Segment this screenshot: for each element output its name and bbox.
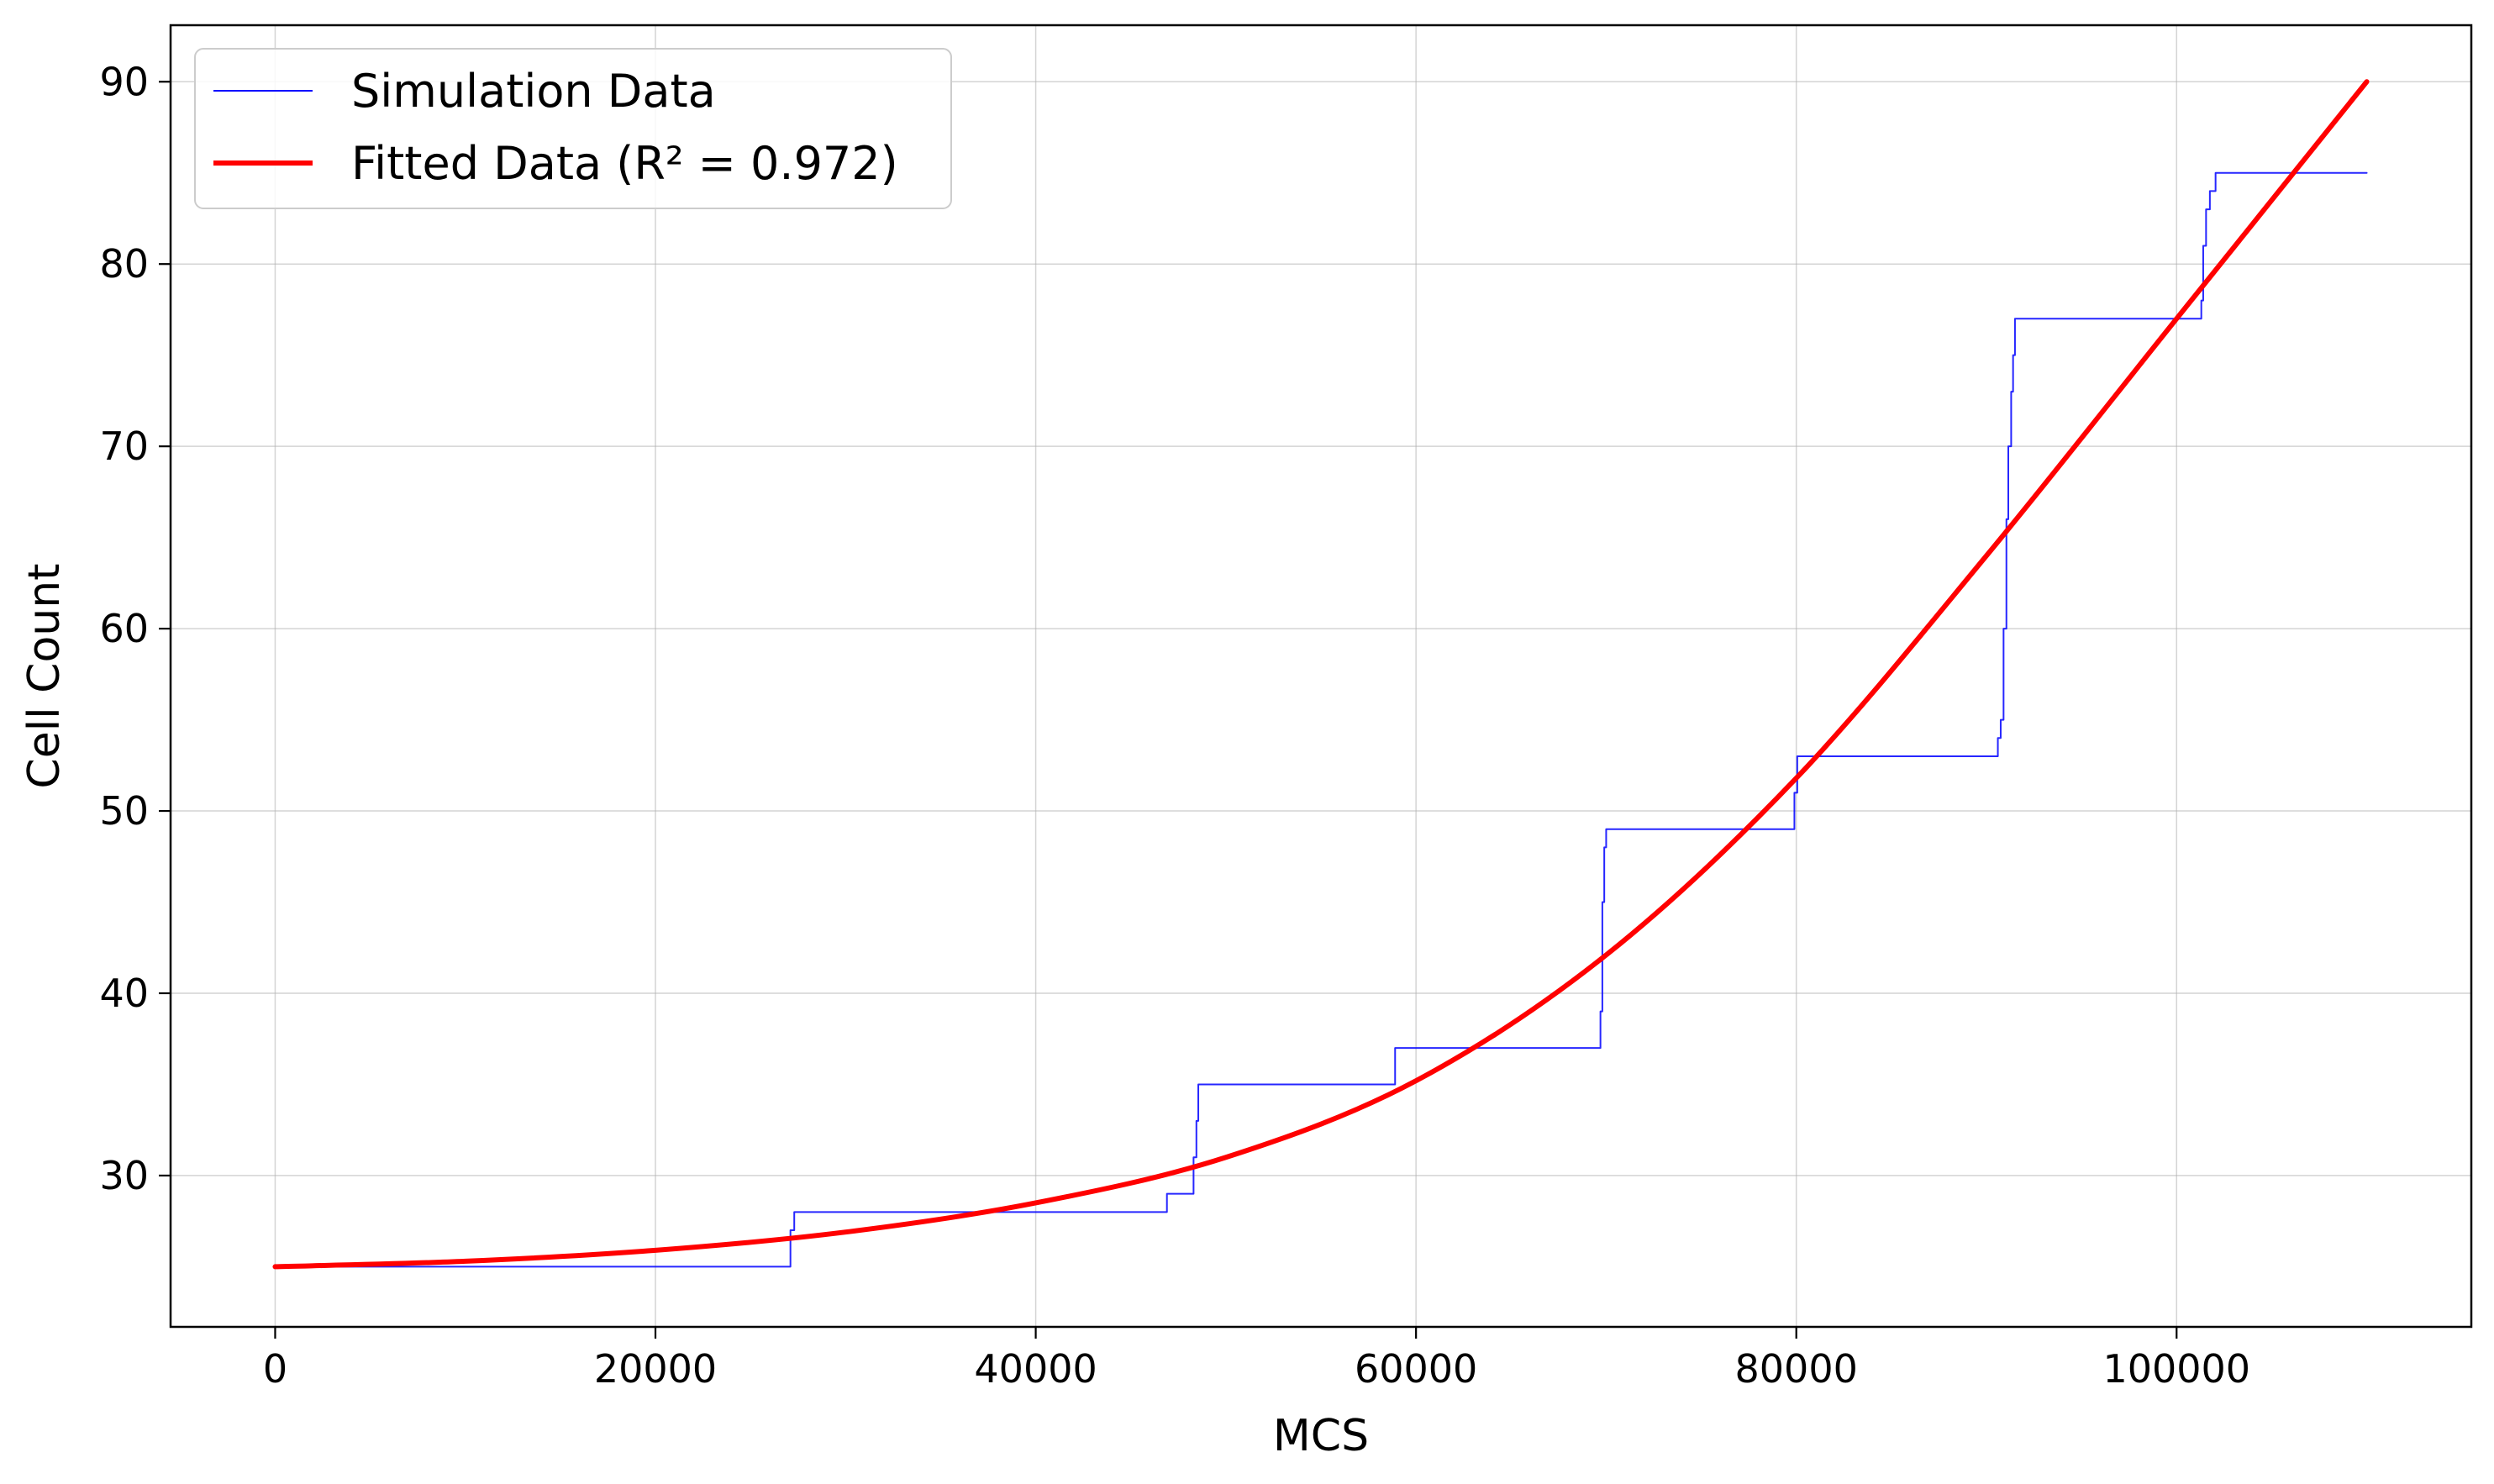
y-axis: 30 40 50 60 70 80 90 (99, 59, 171, 1198)
legend-entry-label: Simulation Data (351, 65, 716, 118)
y-tick-label: 50 (99, 788, 149, 834)
y-tick-label: 40 (99, 971, 149, 1016)
y-tick-label: 90 (99, 59, 149, 104)
simulation-data-line (274, 171, 2368, 1268)
fitted-data-line (272, 79, 2370, 1270)
x-tick-label: 0 (263, 1346, 287, 1392)
y-axis-label: Cell Count (19, 563, 70, 788)
x-axis-label: MCS (1273, 1411, 1369, 1461)
x-tick-label: 40000 (974, 1346, 1097, 1392)
x-tick-label: 100000 (2102, 1346, 2250, 1392)
legend-entry-label: Fitted Data (R² = 0.972) (351, 137, 898, 190)
x-tick-label: 80000 (1735, 1346, 1858, 1392)
y-tick-label: 80 (99, 241, 149, 287)
y-tick-label: 30 (99, 1153, 149, 1198)
x-axis: 0 20000 40000 60000 80000 100000 (263, 1327, 2250, 1392)
y-tick-label: 60 (99, 606, 149, 651)
grid (171, 25, 2471, 1327)
plot-series (272, 79, 2370, 1270)
x-tick-label: 20000 (594, 1346, 717, 1392)
legend-box (194, 48, 952, 209)
legend: Simulation Data Fitted Data (R² = 0.972) (194, 48, 952, 209)
plot-area-frame (169, 24, 2473, 1329)
y-tick-label: 70 (99, 424, 149, 469)
x-tick-label: 60000 (1355, 1346, 1477, 1392)
